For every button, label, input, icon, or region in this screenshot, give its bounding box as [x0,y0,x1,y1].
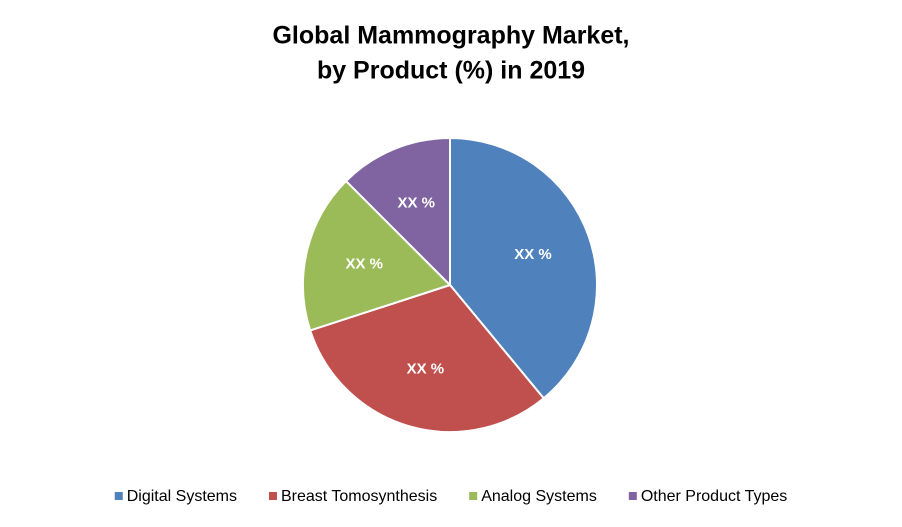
legend-label: Digital Systems [127,488,237,505]
legend-marker [268,492,277,500]
chart-title: Global Mammography Market, [272,22,629,50]
slice-label: XX % [397,194,435,211]
chart-title: by Product (%) in 2019 [317,57,585,85]
pie-slice [302,179,452,332]
slice-label: XX % [514,246,552,263]
legend-label: Other Product Types [641,488,787,505]
legend-label: Breast Tomosynthesis [281,488,437,505]
pie-slice [308,283,546,433]
slice-label: XX % [407,361,445,378]
legend-marker [628,492,637,500]
pie-slice [449,136,598,400]
legend-marker [469,492,478,500]
legend-marker [114,492,123,500]
legend-label: Analog Systems [481,488,597,505]
pie-slice [344,136,451,288]
slice-label: XX % [345,255,383,272]
